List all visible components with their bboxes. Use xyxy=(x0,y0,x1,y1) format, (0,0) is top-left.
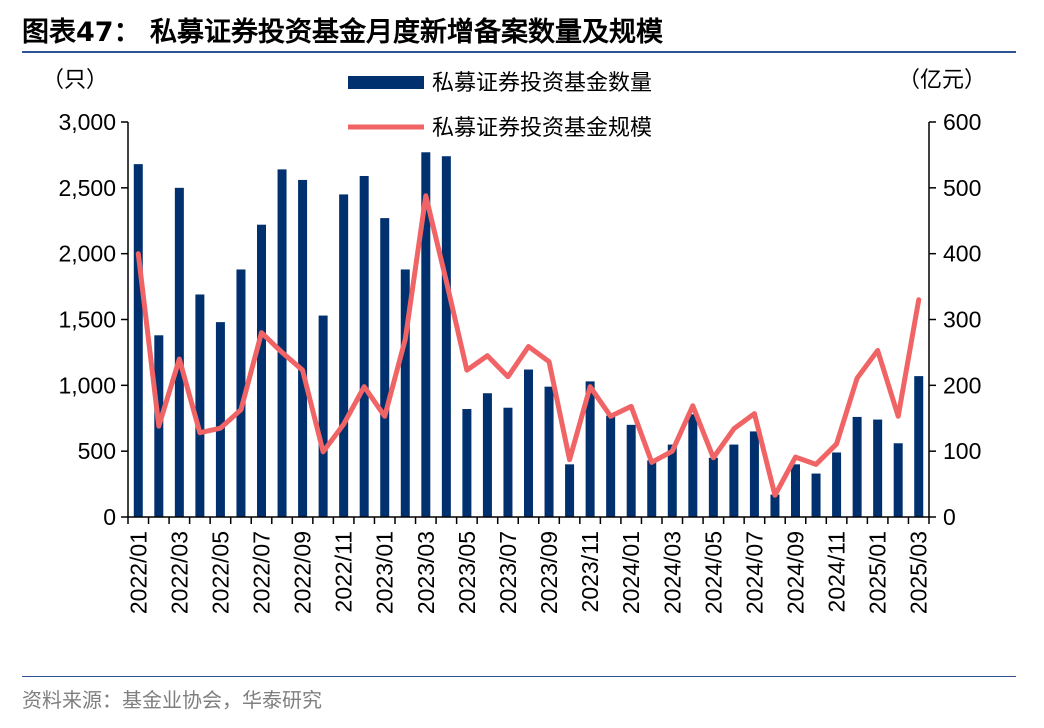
bar xyxy=(359,175,369,518)
bar xyxy=(832,452,842,517)
bar xyxy=(914,376,924,517)
bar xyxy=(626,424,636,517)
bar xyxy=(215,322,225,517)
bar xyxy=(565,464,575,517)
right-tick-label: 500 xyxy=(943,175,981,201)
bar xyxy=(503,407,513,517)
left-tick-label: 1,500 xyxy=(58,307,116,333)
bar xyxy=(749,431,759,517)
bar xyxy=(688,414,698,517)
bar xyxy=(195,294,205,517)
legend-label-line: 私募证券投资基金规模 xyxy=(432,116,652,141)
right-tick-label: 0 xyxy=(943,504,956,530)
legend-label-bar: 私募证券投资基金数量 xyxy=(432,71,652,96)
legend: 私募证券投资基金数量 私募证券投资基金规模 xyxy=(348,71,652,141)
x-tick-label: 2022/01 xyxy=(125,531,151,614)
right-tick-label: 600 xyxy=(943,109,981,135)
bar xyxy=(791,464,800,517)
line-series xyxy=(135,193,922,498)
x-tick-label: 2023/11 xyxy=(577,531,603,612)
bar xyxy=(729,444,739,517)
bar xyxy=(462,409,472,517)
footer-divider xyxy=(22,676,1016,677)
bar xyxy=(585,381,595,517)
x-tick-label: 2023/07 xyxy=(495,531,521,614)
bar xyxy=(482,393,492,517)
right-tick-label: 200 xyxy=(943,372,981,398)
figure-title: 图表47： 私募证券投资基金月度新增备案数量及规模 xyxy=(22,17,663,48)
bar xyxy=(873,419,883,517)
x-tick-label: 2022/11 xyxy=(331,531,357,612)
bar xyxy=(852,416,862,517)
chart-canvas: （只） （亿元） 0 500 1,000 1,500 2,000 2,500 3,000 0 1… xyxy=(42,68,986,614)
left-tick-label: 3,000 xyxy=(58,109,116,135)
left-tick-label: 2,000 xyxy=(58,241,116,267)
bar xyxy=(811,473,821,517)
line-path xyxy=(135,193,922,498)
bar xyxy=(277,169,287,517)
x-tick-label: 2024/05 xyxy=(700,531,726,614)
x-tick-label: 2024/11 xyxy=(824,531,850,612)
bar xyxy=(708,457,718,517)
x-tick-label: 2023/09 xyxy=(536,531,562,614)
right-axis-unit: （亿元） xyxy=(898,68,986,93)
x-tick-label: 2025/01 xyxy=(865,531,891,614)
x-tick-label: 2024/09 xyxy=(783,531,809,614)
bar xyxy=(544,386,554,517)
bar xyxy=(667,444,677,517)
x-tick-label: 2025/03 xyxy=(906,531,932,614)
bar xyxy=(257,224,266,517)
legend-swatch-bar xyxy=(348,76,424,89)
bar xyxy=(236,269,246,517)
left-tick-label: 500 xyxy=(78,438,116,464)
bar xyxy=(770,494,780,517)
x-tick-label: 2024/03 xyxy=(659,531,685,614)
bar xyxy=(133,164,143,517)
bar xyxy=(339,194,349,518)
bar xyxy=(174,187,184,517)
bar xyxy=(400,269,410,517)
source-note: 资料来源：基金业协会，华泰研究 xyxy=(22,688,322,712)
x-tick-label: 2024/01 xyxy=(618,531,644,614)
bar xyxy=(380,218,390,517)
x-tick-label: 2023/05 xyxy=(454,531,480,614)
bar xyxy=(647,460,657,517)
x-tick-label: 2023/03 xyxy=(413,531,439,614)
title-divider xyxy=(22,51,1016,53)
x-tick-label: 2022/05 xyxy=(207,531,233,614)
right-tick-label: 400 xyxy=(943,241,981,267)
left-tick-label: 1,000 xyxy=(58,372,116,398)
bar xyxy=(318,315,328,517)
bar xyxy=(421,152,431,517)
axes: 0 500 1,000 1,500 2,000 2,500 3,000 0 100 200 300 4… xyxy=(58,109,981,614)
x-tick-label: 2024/07 xyxy=(741,531,767,614)
bar xyxy=(298,179,308,517)
bar-series xyxy=(133,152,924,518)
left-tick-label: 0 xyxy=(103,504,116,530)
bar xyxy=(524,369,533,517)
bar xyxy=(606,415,616,517)
x-tick-label: 2022/03 xyxy=(166,531,192,614)
bar xyxy=(893,443,903,517)
right-tick-label: 100 xyxy=(943,438,981,464)
left-tick-label: 2,500 xyxy=(58,175,116,201)
x-tick-label: 2022/09 xyxy=(290,531,316,614)
left-axis-unit: （只） xyxy=(42,68,108,93)
x-tick-label: 2023/01 xyxy=(372,531,398,614)
bar xyxy=(441,156,451,518)
x-tick-label: 2022/07 xyxy=(249,531,275,614)
right-tick-label: 300 xyxy=(943,307,981,333)
